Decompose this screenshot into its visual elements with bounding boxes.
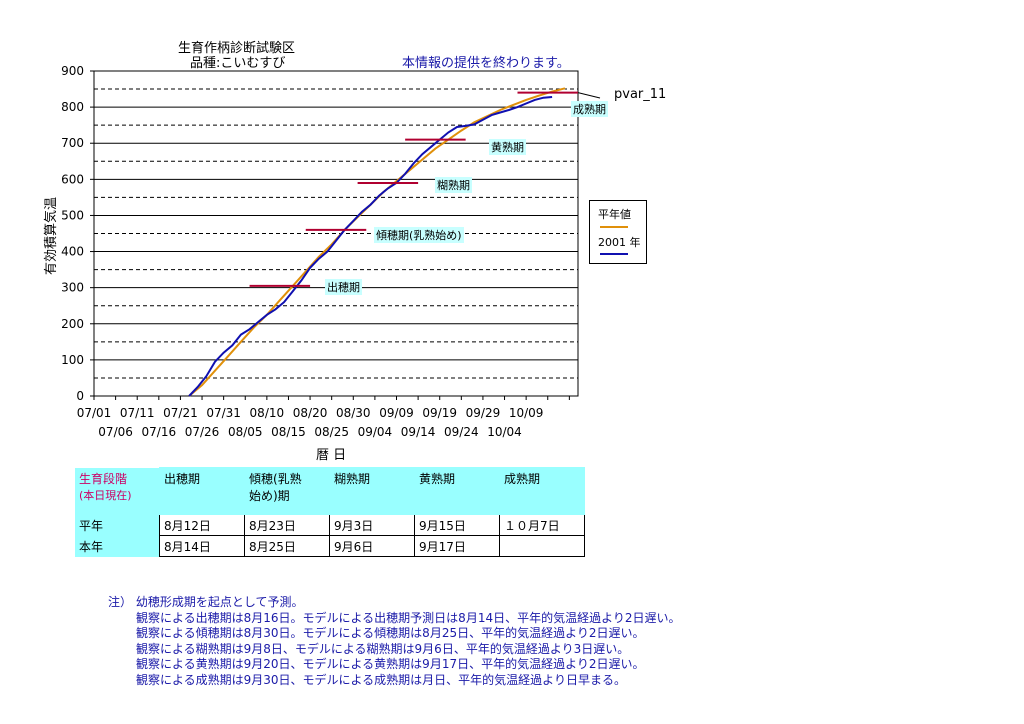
stage-label-maturity: 成熟期 [571, 101, 608, 117]
series-line-2001 [188, 96, 553, 397]
note-line: 観察による成熟期は9月30日、モデルによる成熟期は月日、平年的気温経過より日早ま… [136, 672, 626, 687]
x-tick-label: 07/31 [206, 406, 241, 420]
y-tick-label: 900 [61, 64, 84, 78]
service-end-notice: 本情報の提供を終わります。 [402, 56, 570, 71]
y-tick-label: 0 [76, 389, 84, 403]
stage-header-label: 生育段階 [79, 471, 128, 486]
x-tick-label: 07/21 [163, 406, 198, 420]
x-tick-label: 09/04 [358, 425, 393, 439]
y-tick-label: 400 [61, 245, 84, 259]
legend-label-normal: 平年値 [598, 208, 631, 221]
x-tick-label: 09/29 [466, 406, 501, 420]
stage-label-heading: 出穂期 [325, 279, 362, 295]
stage-cell: 9月3日 [329, 514, 415, 536]
stage-label-milk: 傾穂期(乳熟始め) [374, 227, 464, 243]
stage-cell: 9月6日 [329, 535, 415, 557]
y-axis-label: 有効積算気温 [44, 196, 59, 275]
stage-label-dough: 糊熟期 [435, 177, 472, 193]
stage-cell: 9月17日 [414, 535, 500, 557]
x-tick-label: 10/04 [487, 425, 522, 439]
x-axis-label: 暦 日 [316, 448, 347, 463]
chart-title: 生育作柄診断試験区 [178, 41, 296, 56]
x-tick-label: 09/14 [401, 425, 436, 439]
note-line: 観察による黄熟期は9月20日、モデルによる黄熟期は9月17日、平年的気温経過より… [136, 657, 645, 672]
note-line: 観察による出穂期は8月16日。モデルによる出穂期予測日は8月14日、平年的気温経… [136, 610, 681, 625]
legend-swatch-2001 [600, 253, 628, 255]
pvar-label: pvar_11 [614, 87, 667, 102]
x-tick-label: 07/26 [185, 425, 220, 439]
y-tick-label: 500 [61, 208, 84, 222]
stage-row-label: 本年 [75, 535, 160, 557]
stage-table-corner: 生育段階 (本日現在) [75, 467, 160, 515]
stage-cell: 8月12日 [159, 514, 245, 536]
legend-swatch-normal [600, 226, 628, 228]
note-line: 観察による傾穂期は8月30日。モデルによる傾穂期は8月25日、平年的気温経過より… [136, 626, 645, 641]
stage-cell: １０月7日 [499, 514, 585, 536]
stage-header-sub: (本日現在) [79, 488, 132, 502]
stage-table-header-row: 生育段階 (本日現在) 出穂期 傾穂(乳熟 始め)期 糊熟期 黄熟期 成熟期 [75, 467, 585, 515]
notes-block: 注） 幼穂形成期を起点として予測。 観察による出穂期は8月16日。モデルによる出… [108, 595, 681, 689]
y-tick-label: 800 [61, 100, 84, 114]
x-tick-label: 07/01 [77, 406, 112, 420]
x-tick-label: 08/25 [314, 425, 349, 439]
x-tick-label: 09/09 [379, 406, 414, 420]
notes-head: 注） 幼穂形成期を起点として予測。 [108, 595, 304, 609]
x-tick-label: 07/06 [98, 425, 133, 439]
stage-cell: 8月23日 [244, 514, 330, 536]
stage-header-maturity: 成熟期 [499, 467, 585, 515]
x-tick-label: 09/24 [444, 425, 479, 439]
stage-header-yellow: 黄熟期 [414, 467, 500, 515]
x-tick-label: 08/30 [336, 406, 371, 420]
stage-cell: 9月15日 [414, 514, 500, 536]
variety-label: 品種:こいむすび [190, 56, 286, 71]
x-tick-label: 08/15 [271, 425, 306, 439]
y-tick-label: 300 [61, 281, 84, 295]
stage-cell: 8月14日 [159, 535, 245, 557]
x-tick-label: 07/16 [142, 425, 177, 439]
x-tick-label: 08/10 [250, 406, 285, 420]
stage-table: 生育段階 (本日現在) 出穂期 傾穂(乳熟 始め)期 糊熟期 黄熟期 成熟期 平… [75, 467, 585, 557]
y-tick-label: 200 [61, 317, 84, 331]
legend-label-2001: 2001 年 [598, 236, 641, 249]
x-tick-label: 07/11 [120, 406, 155, 420]
y-tick-label: 600 [61, 172, 84, 186]
stage-header-dough: 糊熟期 [329, 467, 415, 515]
x-tick-label: 09/19 [422, 406, 457, 420]
pvar-leader [577, 92, 601, 99]
y-tick-label: 100 [61, 353, 84, 367]
y-tick-label: 700 [61, 136, 84, 150]
stage-label-yellow-ripe: 黄熟期 [489, 139, 526, 155]
stage-header-milk: 傾穂(乳熟 始め)期 [244, 467, 330, 515]
chart-legend: 平年値 2001 年 [589, 200, 647, 264]
stage-row-normal: 平年 8月12日 8月23日 9月3日 9月15日 １０月7日 [75, 514, 585, 536]
stage-header-heading: 出穂期 [159, 467, 245, 515]
note-line: 観察による糊熟期は9月8日、モデルによる糊熟期は9月6日、平年的気温経過より3日… [136, 641, 630, 656]
x-tick-label: 08/20 [293, 406, 328, 420]
stage-row-label: 平年 [75, 514, 160, 536]
stage-cell [499, 535, 585, 557]
x-tick-label: 08/05 [228, 425, 263, 439]
stage-cell: 8月25日 [244, 535, 330, 557]
stage-row-this-year: 本年 8月14日 8月25日 9月6日 9月17日 [75, 535, 585, 557]
x-tick-label: 10/09 [509, 406, 544, 420]
